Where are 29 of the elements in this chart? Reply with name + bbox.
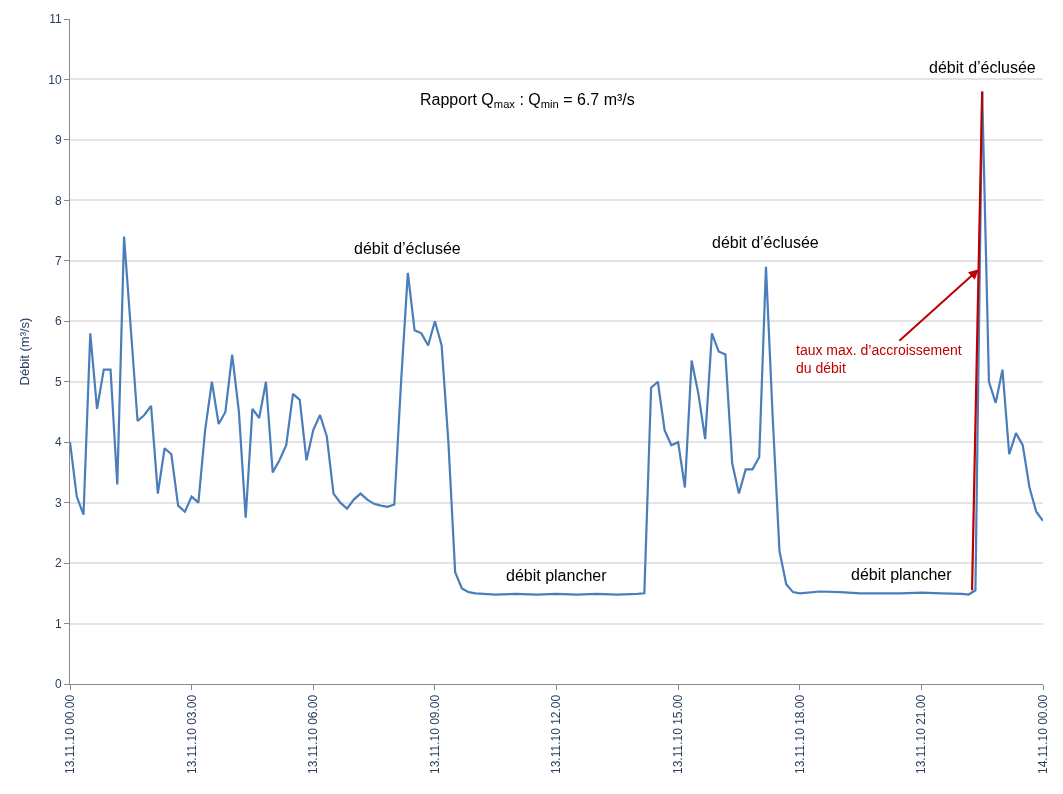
y-tick-label: 7 <box>54 254 62 269</box>
y-tick-label: 10 <box>48 72 62 87</box>
x-tick-label: 13.11.10 18.00 <box>792 694 807 774</box>
y-tick-label: 8 <box>54 193 62 208</box>
x-tick-label: 13.11.10 21.00 <box>914 694 929 774</box>
y-tick-label: 9 <box>54 133 62 148</box>
annotation: taux max. d’accroissement du débit <box>796 342 962 377</box>
annotation: débit plancher <box>506 567 608 584</box>
x-tick-label: 13.11.10 03.00 <box>184 694 199 774</box>
annotation: débit d’éclusée <box>712 234 819 251</box>
x-tick-label: 13.11.10 06.00 <box>306 694 321 774</box>
y-tick-label: 1 <box>54 616 62 631</box>
x-tick-label: 13.11.10 09.00 <box>427 694 442 774</box>
y-axis-title: Débit (m³/s) <box>17 317 33 386</box>
y-tick-label: 0 <box>54 677 62 692</box>
y-tick-label: 11 <box>49 12 62 27</box>
x-tick-label: 13.11.10 15.00 <box>671 694 686 774</box>
y-tick-label: 5 <box>54 374 62 389</box>
x-tick-label: 13.11.10 00.00 <box>62 694 77 774</box>
annotation: débit d’éclusée <box>929 59 1036 76</box>
x-tick-label: 13.11.10 12.00 <box>549 694 564 774</box>
annotation: débit d’éclusée <box>354 240 461 257</box>
y-tick-label: 2 <box>54 556 62 571</box>
annotation: débit plancher <box>851 566 953 583</box>
y-tick-label: 3 <box>54 495 62 510</box>
y-tick-label: 6 <box>54 314 62 329</box>
x-tick-label: 14.11.10 00.00 <box>1035 694 1050 774</box>
annotation: Rapport Q$_{max}$ : Q$_{min}$ = 6.7 m³/s <box>420 91 635 111</box>
y-tick-label: 4 <box>54 435 62 450</box>
